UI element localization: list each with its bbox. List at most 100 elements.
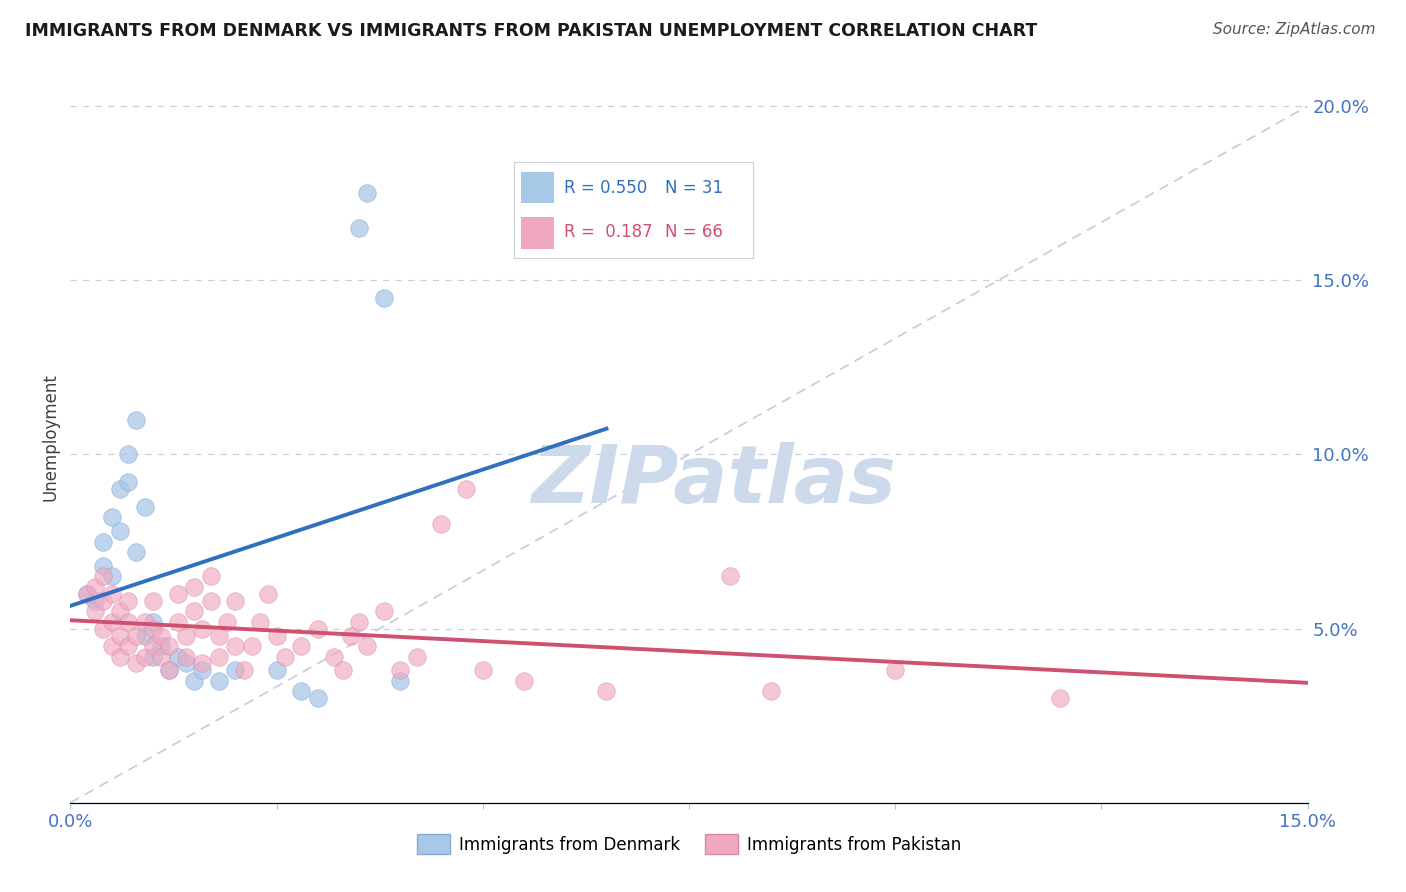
Point [174, 649, 197, 664]
Point [347, 221, 370, 235]
Text: Source: ZipAtlas.com: Source: ZipAtlas.com [1212, 22, 1375, 37]
Point [157, 664, 180, 678]
Point [91, 622, 114, 636]
Point [456, 483, 478, 497]
Point [108, 629, 131, 643]
Point [266, 629, 288, 643]
Point [513, 673, 536, 688]
Point [332, 664, 354, 678]
Point [339, 629, 361, 643]
Point [718, 569, 741, 583]
Point [134, 629, 156, 643]
Point [134, 615, 156, 629]
Legend: Immigrants from Denmark, Immigrants from Pakistan: Immigrants from Denmark, Immigrants from… [411, 828, 967, 860]
Text: N = 66: N = 66 [665, 223, 723, 241]
Point [174, 657, 197, 671]
Point [183, 580, 205, 594]
Text: R =  0.187: R = 0.187 [564, 223, 652, 241]
Text: R = 0.550: R = 0.550 [564, 179, 647, 197]
Point [125, 629, 148, 643]
Point [91, 534, 114, 549]
Point [100, 587, 122, 601]
Point [84, 580, 107, 594]
Point [373, 604, 395, 618]
Point [224, 594, 246, 608]
Point [142, 622, 165, 636]
Point [266, 664, 288, 678]
Point [108, 483, 131, 497]
Point [166, 649, 188, 664]
Point [142, 649, 165, 664]
Text: ZIPatlas: ZIPatlas [531, 442, 896, 520]
Point [430, 517, 453, 532]
Point [290, 639, 312, 653]
Point [373, 291, 395, 305]
Point [150, 639, 173, 653]
Point [117, 448, 139, 462]
Point [274, 649, 297, 664]
Point [389, 664, 412, 678]
Point [100, 569, 122, 583]
Point [100, 639, 122, 653]
Point [84, 604, 107, 618]
Point [76, 587, 98, 601]
Point [108, 649, 131, 664]
Point [84, 594, 107, 608]
Point [157, 639, 180, 653]
Point [356, 186, 378, 201]
Point [208, 649, 231, 664]
Point [117, 475, 139, 490]
Point [347, 615, 370, 629]
Point [257, 587, 280, 601]
Point [215, 615, 238, 629]
Point [100, 510, 122, 524]
Point [884, 664, 907, 678]
Point [224, 639, 246, 653]
Point [134, 649, 156, 664]
Point [166, 615, 188, 629]
Point [125, 412, 148, 426]
Point [166, 587, 188, 601]
Point [595, 684, 617, 698]
Point [108, 604, 131, 618]
Point [761, 684, 783, 698]
Point [117, 615, 139, 629]
FancyBboxPatch shape [520, 171, 554, 203]
Point [307, 691, 329, 706]
Y-axis label: Unemployment: Unemployment [41, 373, 59, 501]
Point [240, 639, 263, 653]
Point [142, 639, 165, 653]
Point [174, 629, 197, 643]
Point [100, 615, 122, 629]
Point [108, 524, 131, 538]
Point [125, 657, 148, 671]
Point [471, 664, 494, 678]
Point [389, 673, 412, 688]
Point [150, 629, 173, 643]
Text: N = 31: N = 31 [665, 179, 723, 197]
Point [183, 673, 205, 688]
Point [142, 615, 165, 629]
Point [290, 684, 312, 698]
Point [157, 664, 180, 678]
Point [117, 639, 139, 653]
Point [1049, 691, 1071, 706]
Point [356, 639, 378, 653]
Point [208, 673, 231, 688]
Point [191, 657, 214, 671]
Point [91, 594, 114, 608]
Point [200, 569, 222, 583]
Point [125, 545, 148, 559]
Point [191, 664, 214, 678]
Point [142, 594, 165, 608]
Point [134, 500, 156, 514]
Point [150, 649, 173, 664]
Point [323, 649, 346, 664]
Point [117, 594, 139, 608]
Point [224, 664, 246, 678]
Point [200, 594, 222, 608]
Point [183, 604, 205, 618]
Point [307, 622, 329, 636]
Point [208, 629, 231, 643]
Point [91, 569, 114, 583]
